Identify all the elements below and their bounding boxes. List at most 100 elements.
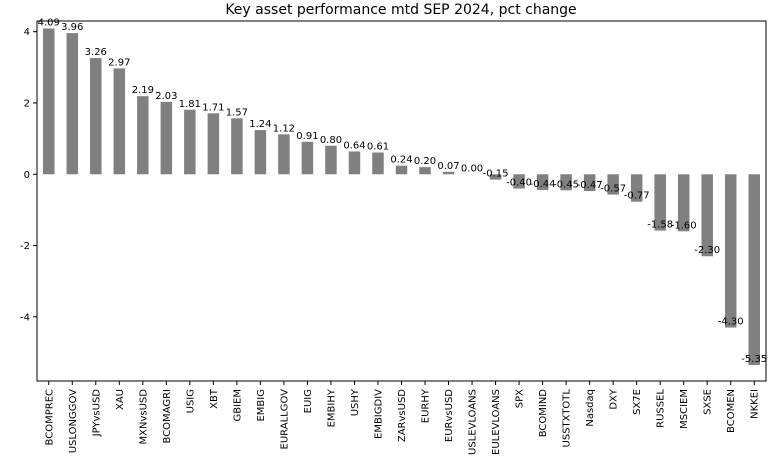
plot-area: -4 -2 0 2 4 BCOMPREC 4.09 USLONGGOV 3.96 JPYvsUSD… bbox=[20, 17, 767, 454]
bar bbox=[513, 174, 525, 189]
bar bbox=[254, 130, 267, 175]
bar bbox=[724, 174, 737, 328]
bar bbox=[536, 174, 549, 190]
bar bbox=[607, 174, 619, 195]
x-tick-label: MSCIEM bbox=[679, 389, 690, 429]
x-tick-label: XBT bbox=[209, 388, 220, 409]
y-tick-label: 0 bbox=[24, 170, 30, 181]
chart-title: Key asset performance mtd SEP 2024, pct … bbox=[225, 2, 576, 18]
data-label: 2.03 bbox=[155, 91, 177, 102]
bar bbox=[278, 134, 290, 175]
x-tick-label: GBIEM bbox=[232, 389, 243, 422]
x-tick-label: SPX bbox=[515, 389, 526, 408]
data-label: 3.96 bbox=[61, 22, 83, 33]
y-tick-label: 4 bbox=[24, 27, 30, 38]
x-tick-label: ZARvsUSD bbox=[397, 389, 408, 442]
x-tick-label: BCOMAGRI bbox=[162, 389, 173, 443]
bar bbox=[654, 174, 666, 231]
bar bbox=[630, 174, 643, 202]
data-label: -0.40 bbox=[506, 178, 532, 189]
x-tick-label: EMBIHY bbox=[326, 388, 337, 427]
x-tick-label: EULEVLOANS bbox=[491, 389, 502, 455]
bar bbox=[677, 174, 690, 232]
data-label: 3.26 bbox=[85, 47, 107, 58]
x-tick-label: EMBIGDIV bbox=[373, 389, 384, 439]
bar bbox=[748, 174, 760, 365]
bar bbox=[701, 174, 713, 257]
data-label: -0.47 bbox=[577, 180, 603, 191]
x-tick-label: EURHY bbox=[421, 388, 432, 423]
data-label: 2.19 bbox=[132, 85, 154, 96]
x-tick-label: BCOMPREC bbox=[44, 389, 55, 445]
data-label: 2.97 bbox=[108, 57, 130, 68]
bar bbox=[419, 167, 431, 175]
x-tick-label: USHY bbox=[350, 388, 361, 416]
bar bbox=[395, 165, 408, 175]
bar bbox=[207, 113, 220, 175]
bar bbox=[90, 58, 102, 175]
y-tick-label: 2 bbox=[24, 98, 30, 109]
x-tick-label: SX7E bbox=[632, 389, 643, 415]
data-label: 1.12 bbox=[273, 123, 295, 134]
data-label: -0.44 bbox=[530, 179, 556, 190]
data-label: 1.24 bbox=[249, 119, 271, 130]
data-label: 1.81 bbox=[179, 99, 201, 110]
x-tick-label: EMBIG bbox=[256, 389, 267, 422]
bar bbox=[489, 174, 502, 180]
y-tick-label: -2 bbox=[20, 241, 30, 252]
data-label: 1.57 bbox=[226, 107, 248, 118]
data-label: -0.45 bbox=[553, 179, 579, 190]
x-tick-label: RUSSEL bbox=[656, 389, 667, 428]
bar bbox=[583, 174, 596, 192]
x-tick-label: USSTXTOTL bbox=[562, 389, 573, 448]
data-label: 0.91 bbox=[296, 131, 318, 142]
x-tick-label: EURALLGOV bbox=[279, 389, 290, 450]
x-tick-label: MXNvsUSD bbox=[138, 389, 149, 445]
data-label: 4.09 bbox=[38, 17, 60, 28]
x-tick-label: EURvsUSD bbox=[444, 389, 455, 442]
bar bbox=[560, 174, 572, 191]
y-tick-label: -4 bbox=[20, 312, 30, 323]
x-tick-label: JPYvsUSD bbox=[91, 389, 102, 438]
bar bbox=[113, 68, 126, 175]
data-label: -5.35 bbox=[741, 354, 767, 365]
data-label: -0.77 bbox=[624, 191, 650, 202]
bar bbox=[160, 101, 173, 175]
data-label: -1.60 bbox=[671, 220, 697, 231]
x-tick-label: EUIG bbox=[303, 389, 314, 413]
data-label: -1.58 bbox=[647, 220, 673, 231]
bar bbox=[43, 28, 55, 175]
data-label: -2.30 bbox=[694, 245, 720, 256]
data-label: 0.24 bbox=[390, 155, 412, 166]
data-label: -0.57 bbox=[600, 184, 626, 195]
bar bbox=[442, 171, 455, 175]
data-label: 0.20 bbox=[414, 156, 436, 167]
x-tick-label: XAU bbox=[115, 389, 126, 410]
data-label: -4.30 bbox=[718, 317, 744, 328]
bar bbox=[137, 96, 149, 175]
bar bbox=[301, 141, 314, 175]
bar bbox=[231, 118, 243, 175]
x-tick-label: USIG bbox=[185, 389, 196, 413]
data-label: 0.61 bbox=[367, 142, 389, 153]
x-tick-label: SXSE bbox=[703, 389, 714, 415]
data-label: 0.07 bbox=[437, 161, 459, 172]
data-label: 0.64 bbox=[343, 140, 365, 151]
x-tick-label: USLONGGOV bbox=[68, 389, 79, 453]
x-tick-label: Nasdaq bbox=[585, 389, 596, 427]
data-label: -0.15 bbox=[483, 169, 509, 180]
bar bbox=[348, 151, 361, 175]
x-tick-label: BCOMEN bbox=[726, 389, 737, 433]
data-label: 0.00 bbox=[461, 163, 483, 174]
bar bbox=[66, 33, 79, 175]
x-tick-label: NKKEI bbox=[750, 389, 761, 419]
x-tick-label: USLEVLOANS bbox=[468, 389, 479, 455]
data-label: 1.71 bbox=[202, 102, 224, 113]
bar bbox=[325, 145, 337, 175]
bar bbox=[184, 109, 196, 175]
x-tick-label: BCOMIND bbox=[538, 389, 549, 438]
data-label: 0.80 bbox=[320, 135, 342, 146]
bar bbox=[372, 152, 384, 175]
x-tick-label: DXY bbox=[609, 388, 620, 410]
